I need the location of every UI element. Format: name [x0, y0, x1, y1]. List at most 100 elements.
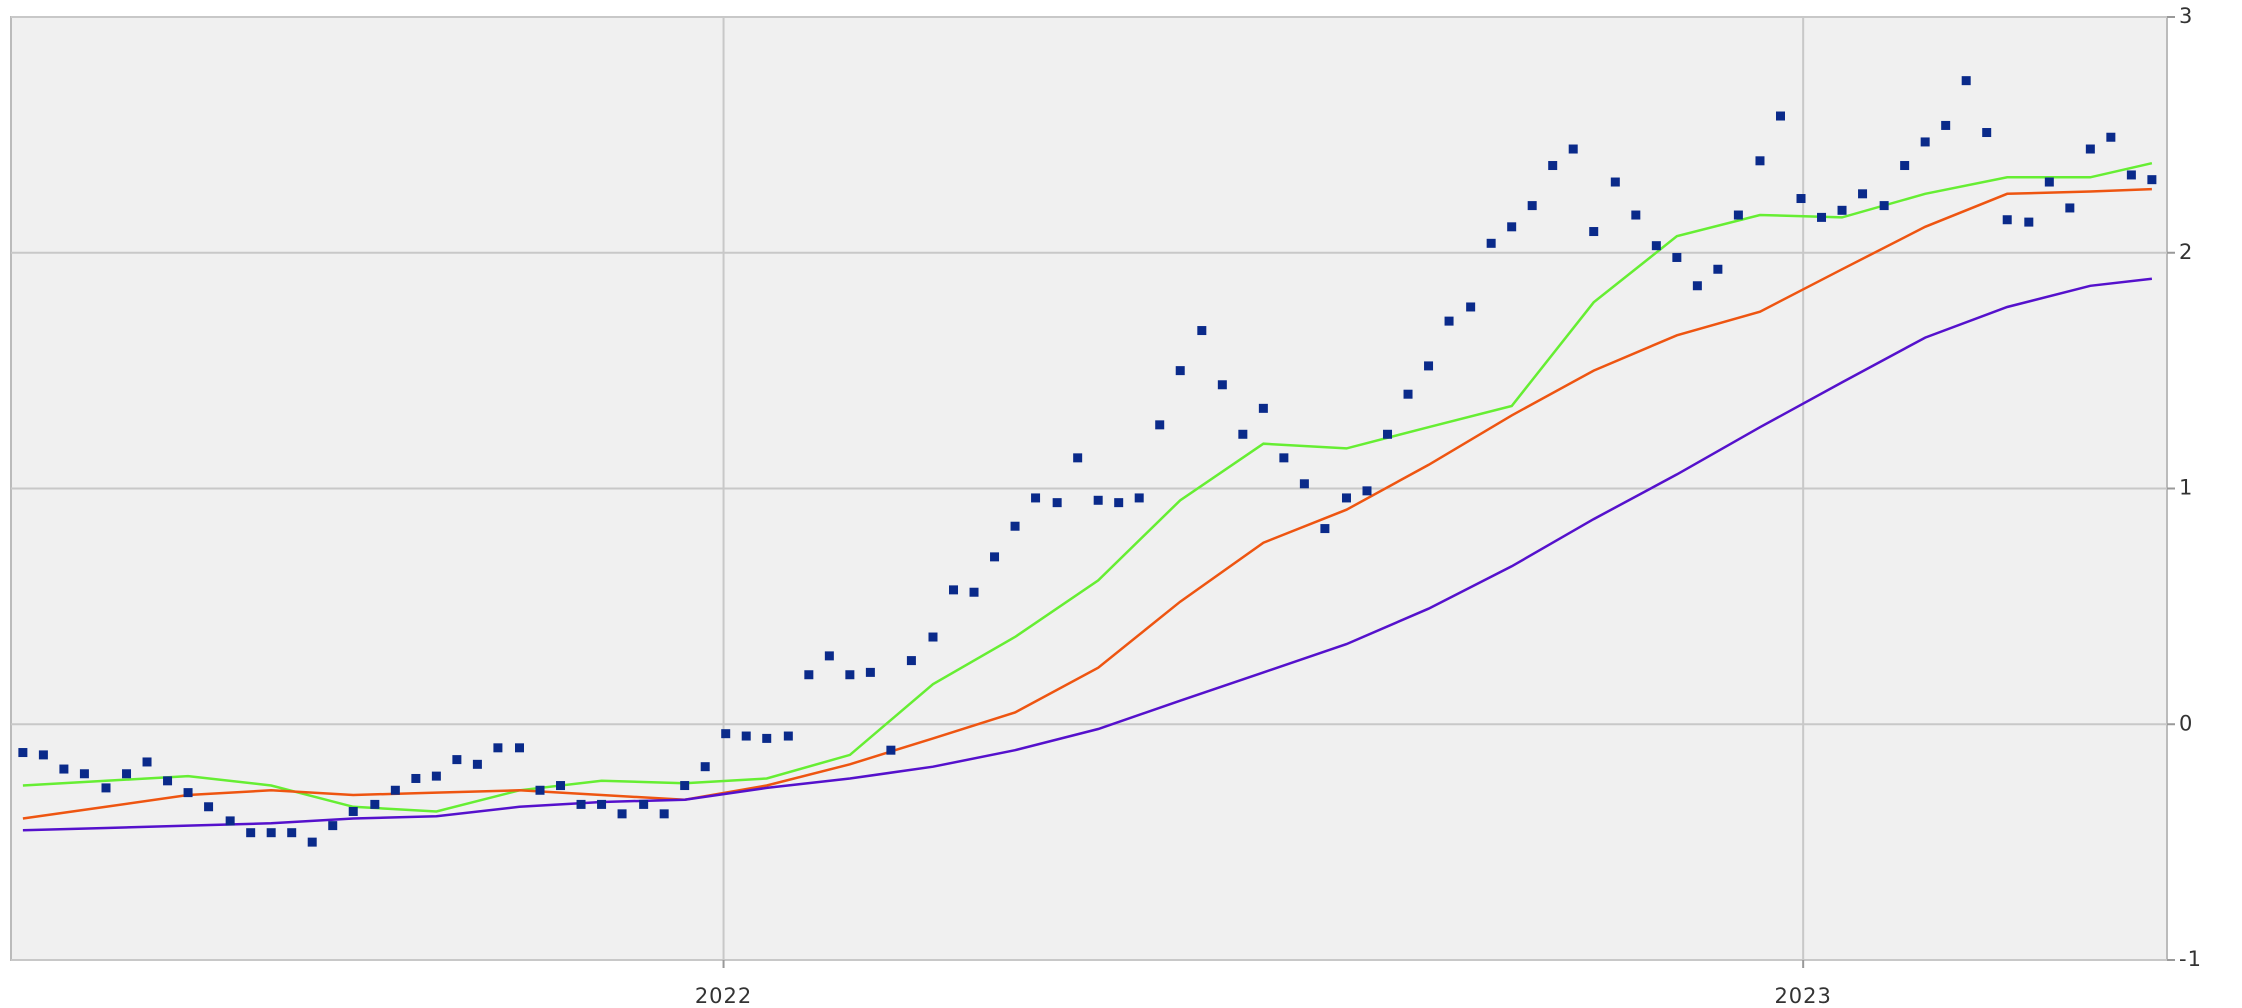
point [1217, 380, 1227, 390]
point [266, 828, 276, 838]
point [1424, 361, 1434, 371]
point [1010, 521, 1020, 531]
point [1175, 366, 1185, 376]
point [204, 802, 214, 812]
point [1961, 76, 1971, 86]
point [597, 799, 607, 809]
y-tick-label: 1 [2179, 476, 2193, 500]
point [1589, 227, 1599, 237]
point [2044, 177, 2054, 187]
point [928, 632, 938, 642]
point [783, 731, 793, 741]
point [1775, 111, 1785, 121]
point [1073, 453, 1083, 463]
point [59, 764, 69, 774]
point [1837, 205, 1847, 215]
point [411, 773, 421, 783]
point [307, 837, 317, 847]
point [1134, 493, 1144, 503]
point [370, 799, 380, 809]
point [680, 781, 690, 791]
point [659, 809, 669, 819]
point [1052, 498, 1062, 508]
point [1403, 389, 1413, 399]
point [1817, 212, 1827, 222]
point [1920, 137, 1930, 147]
point [1527, 201, 1537, 211]
point [1982, 128, 1992, 138]
point [804, 670, 814, 680]
point [990, 552, 1000, 562]
point [18, 748, 28, 758]
point [906, 656, 916, 666]
point [535, 785, 545, 795]
point [1466, 302, 1476, 312]
line [22, 277, 2153, 832]
point [2147, 175, 2157, 185]
point [79, 769, 89, 779]
point [1444, 316, 1454, 326]
point [1299, 479, 1309, 489]
point [1858, 189, 1868, 199]
point [617, 809, 627, 819]
point [2024, 217, 2034, 227]
point [1733, 210, 1743, 220]
point [2065, 203, 2075, 213]
point [762, 733, 772, 743]
point [472, 759, 482, 769]
point [431, 771, 441, 781]
point [949, 585, 959, 595]
point [38, 750, 48, 760]
point [1692, 281, 1702, 291]
point [1362, 486, 1372, 496]
point [1486, 238, 1496, 248]
point [1341, 493, 1351, 503]
point [1672, 252, 1682, 262]
point [576, 799, 586, 809]
x-tick-label: 2023 [1774, 984, 1831, 1008]
point [287, 828, 297, 838]
point [183, 788, 193, 798]
point [1031, 493, 1041, 503]
x-tick-label: 2022 [695, 984, 752, 1008]
point [1383, 429, 1393, 439]
point [865, 667, 875, 677]
point [142, 757, 152, 767]
point [452, 755, 462, 765]
y-tick-label: -1 [2179, 947, 2202, 971]
point [556, 781, 566, 791]
point [1941, 120, 1951, 130]
point [1197, 326, 1207, 336]
y-tick-label: 0 [2179, 711, 2193, 735]
point [1279, 453, 1289, 463]
point [1258, 403, 1268, 413]
line [22, 161, 2153, 813]
point [348, 806, 358, 816]
point [1610, 177, 1620, 187]
point [1507, 222, 1517, 232]
point [741, 731, 751, 741]
point [721, 729, 731, 739]
point [1548, 161, 1558, 171]
point [969, 587, 979, 597]
point [101, 783, 111, 793]
point [1631, 210, 1641, 220]
point [1114, 498, 1124, 508]
point [2002, 215, 2012, 225]
point [1238, 429, 1248, 439]
point [639, 799, 649, 809]
point [1713, 264, 1723, 274]
point [1900, 161, 1910, 171]
point [1755, 156, 1765, 166]
point [824, 651, 834, 661]
y-tick-label: 3 [2179, 4, 2193, 28]
point [163, 776, 173, 786]
point [2106, 132, 2116, 142]
point [493, 743, 503, 753]
point [1320, 524, 1330, 534]
point [1093, 495, 1103, 505]
point [886, 745, 896, 755]
line [22, 187, 2152, 820]
